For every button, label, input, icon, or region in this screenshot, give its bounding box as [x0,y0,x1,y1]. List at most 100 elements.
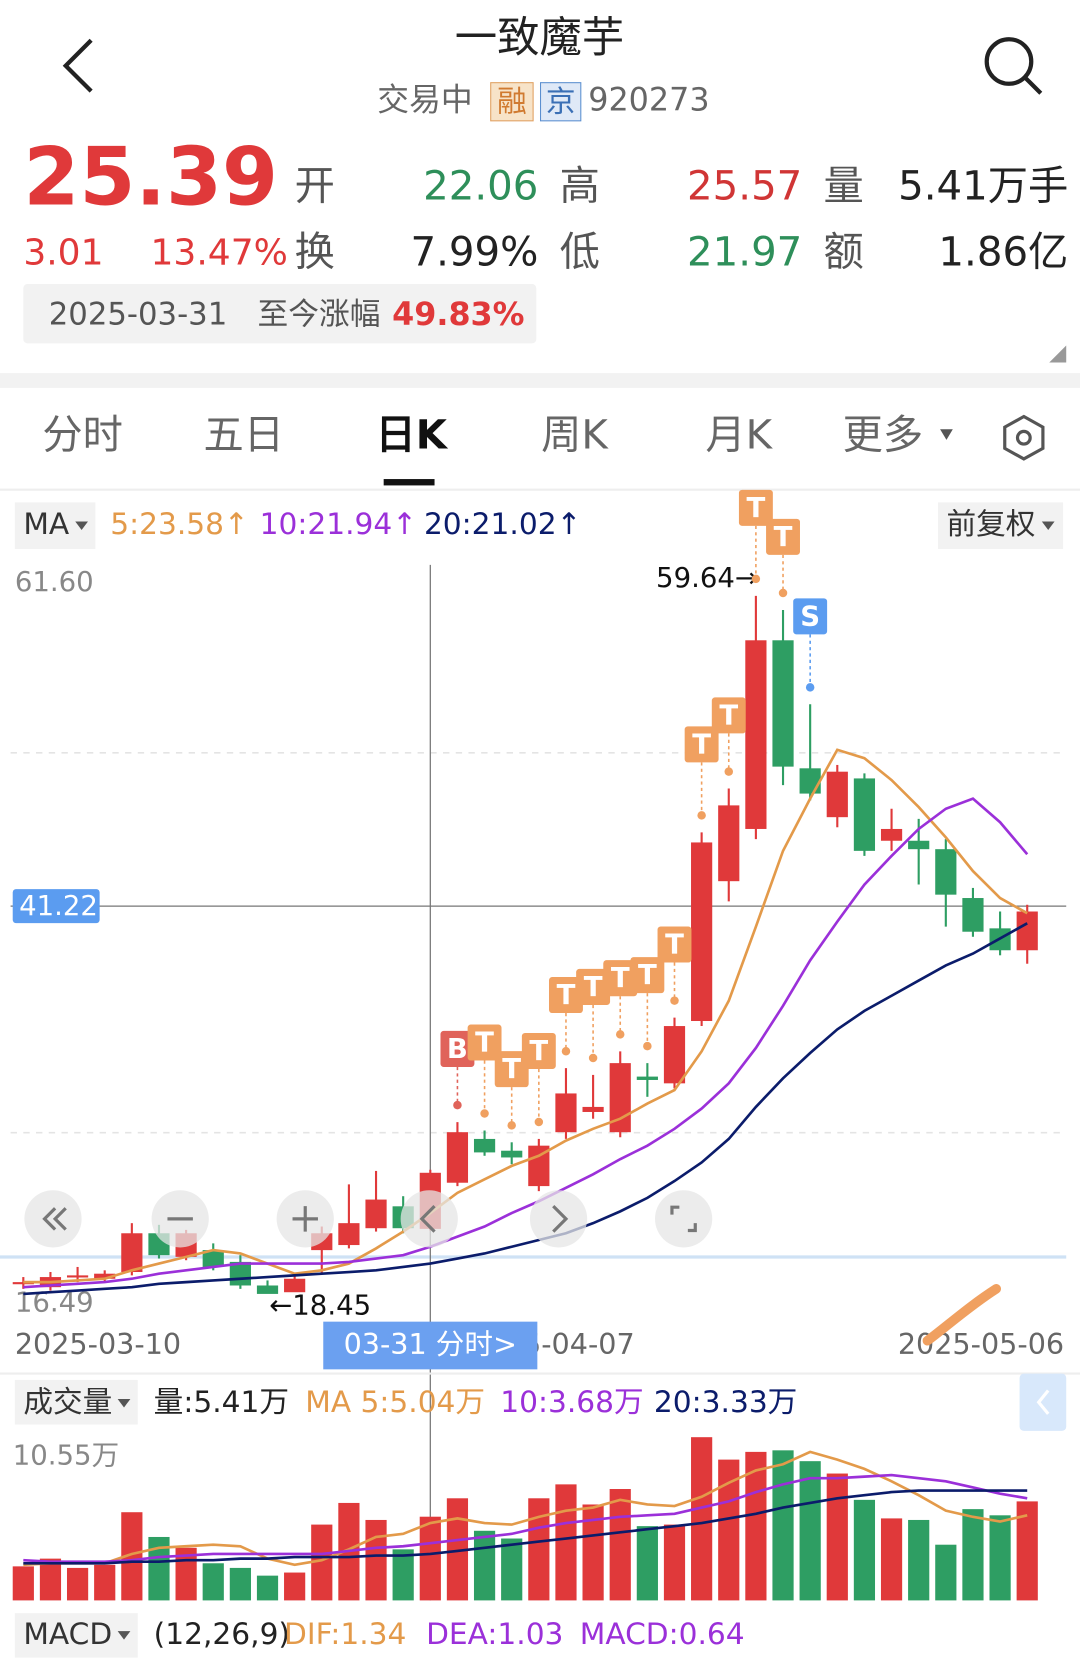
search-button[interactable] [984,37,1043,95]
volume-bar [908,1519,930,1601]
tab-bar: 分时 五日 日K 周K 月K 更多 [42,413,923,459]
candle-body [446,1132,469,1183]
value: 7.99% [410,229,538,275]
back-button[interactable] [62,38,93,93]
candle-body [799,768,821,794]
candle-body [691,842,713,1022]
trade-status: 交易中 [377,82,472,119]
signal-label: T [692,728,711,760]
crosshair-date: 03-31 分时> [344,1327,517,1361]
x-tick-label: 2025-05-06 [898,1327,1064,1361]
since-box [23,284,537,344]
expand-icon[interactable] [1049,345,1067,363]
volume-bar [772,1450,794,1601]
signal-dot [534,1117,544,1127]
dropdown-arrow [1041,521,1055,530]
kline-chart: 5:23.58↑ 10:21.94↑ 20:21.02↑61.6016.492025… [10,489,1067,1601]
icon [42,1207,67,1231]
separator [0,373,1080,388]
signal-dot [507,1121,516,1130]
candle-body [365,1199,387,1229]
ma-line [23,797,1029,1289]
icon [552,1205,569,1233]
y-tick-label: 61.60 [15,566,94,598]
dropdown-arrow [117,1399,131,1408]
adjust-label: 前复权 [946,506,1035,541]
candle-body [880,828,903,841]
label: 量 [824,164,864,210]
tab[interactable]: 五日 [204,413,285,459]
macd-button[interactable] [14,1613,138,1658]
volume-bar [284,1572,306,1601]
badge: 融 [497,83,527,118]
control-button[interactable] [400,1190,458,1248]
signal-box [440,1030,475,1067]
volume-bar [989,1515,1011,1601]
signal-box [494,1051,529,1088]
volume-bar [528,1498,550,1601]
volume-bar [365,1519,387,1601]
label: 高 [560,164,600,210]
collapse-button[interactable] [1019,1373,1067,1431]
ma-button-label: MA [23,506,70,541]
control-button[interactable] [654,1190,713,1248]
signal-dot [561,1046,571,1056]
control-button[interactable] [529,1190,588,1248]
value: 1.86亿 [938,229,1068,275]
volume-bar [853,1499,876,1601]
tab[interactable]: 日K [375,413,448,459]
signal-dot [588,1053,598,1063]
signal-dot [453,1100,462,1110]
signal-box [630,957,665,994]
signal-label: T [502,1053,521,1085]
volume-bar [419,1516,441,1601]
volume-bar [12,1566,34,1601]
candle-body [528,1145,550,1187]
volume-bar [718,1459,740,1601]
badge-box [539,82,582,122]
settings-button[interactable] [1003,414,1045,461]
volume-current: 量:5.41万 [154,1384,289,1419]
icon [292,1206,318,1232]
volume-bar [826,1473,848,1601]
tab[interactable]: 分时 [42,413,123,459]
value: 25.57 [687,164,802,210]
signal-label: T [746,492,765,524]
volume-bar [636,1526,658,1601]
candle-body [853,778,876,851]
signal-dot [670,996,679,1005]
label: 低 [560,229,600,275]
tab[interactable]: 月K [705,413,773,459]
tab-underline [383,479,435,486]
tab[interactable]: 更多 [843,413,924,459]
tab[interactable]: 周K [541,413,609,459]
badge-box [490,82,534,122]
candle-body [66,1275,89,1278]
ma-line [23,1473,1028,1564]
ma-legend: 5:23.58↑ [110,506,249,541]
candle-body [1016,911,1038,951]
signal-label: T [529,1035,548,1067]
volume-bar [582,1504,604,1601]
volume-button[interactable] [14,1379,138,1425]
signal-dot [805,683,815,692]
signal-dot [697,811,706,820]
since-date: 2025-03-31 [49,296,228,332]
user-stroke [922,1284,1002,1346]
label: 额 [824,229,864,275]
crosshair-price: 41.22 [19,890,98,922]
crosshair-date-box[interactable] [323,1321,538,1370]
adjust-button[interactable] [937,502,1064,550]
price: 25.39 [23,129,278,223]
stock-name: 一致魔芋 [455,13,625,62]
signal-box [793,598,828,635]
candle-body [284,1278,306,1293]
volume-bar [555,1484,577,1601]
signal-label: T [475,1027,494,1059]
volume-bar [66,1567,89,1601]
since-label: 至今涨幅 [258,296,381,332]
volume-bar [392,1549,414,1601]
signal-label: T [774,521,793,553]
volume-bar [202,1563,224,1601]
